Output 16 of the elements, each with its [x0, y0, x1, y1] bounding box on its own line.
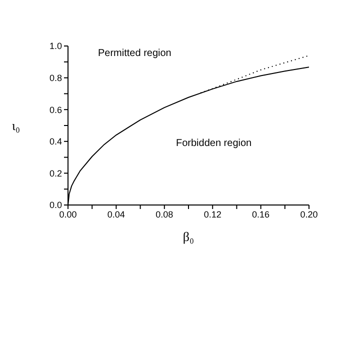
- x-tick-label: 0.04: [107, 209, 125, 220]
- x-tick-label: 0.20: [300, 209, 318, 220]
- y-axis-title: ι₀: [12, 118, 20, 134]
- y-tick-label: 0.8: [49, 72, 62, 83]
- annotation: Permitted region: [98, 48, 172, 59]
- y-tick-label: 0.0: [49, 200, 62, 210]
- y-tick-label: 0.6: [49, 104, 62, 115]
- y-tick-label: 1.0: [49, 41, 62, 52]
- x-tick-label: 0.12: [204, 209, 222, 220]
- x-tick-label: 0.00: [59, 209, 77, 220]
- y-tick-label: 0.2: [49, 168, 62, 178]
- x-tick-label: 0.16: [252, 209, 270, 220]
- y-tick-label: 0.4: [49, 136, 62, 147]
- x-tick-label: 0.08: [156, 209, 174, 220]
- x-axis-title: β₀: [182, 229, 194, 244]
- annotation: Forbidden region: [176, 138, 252, 149]
